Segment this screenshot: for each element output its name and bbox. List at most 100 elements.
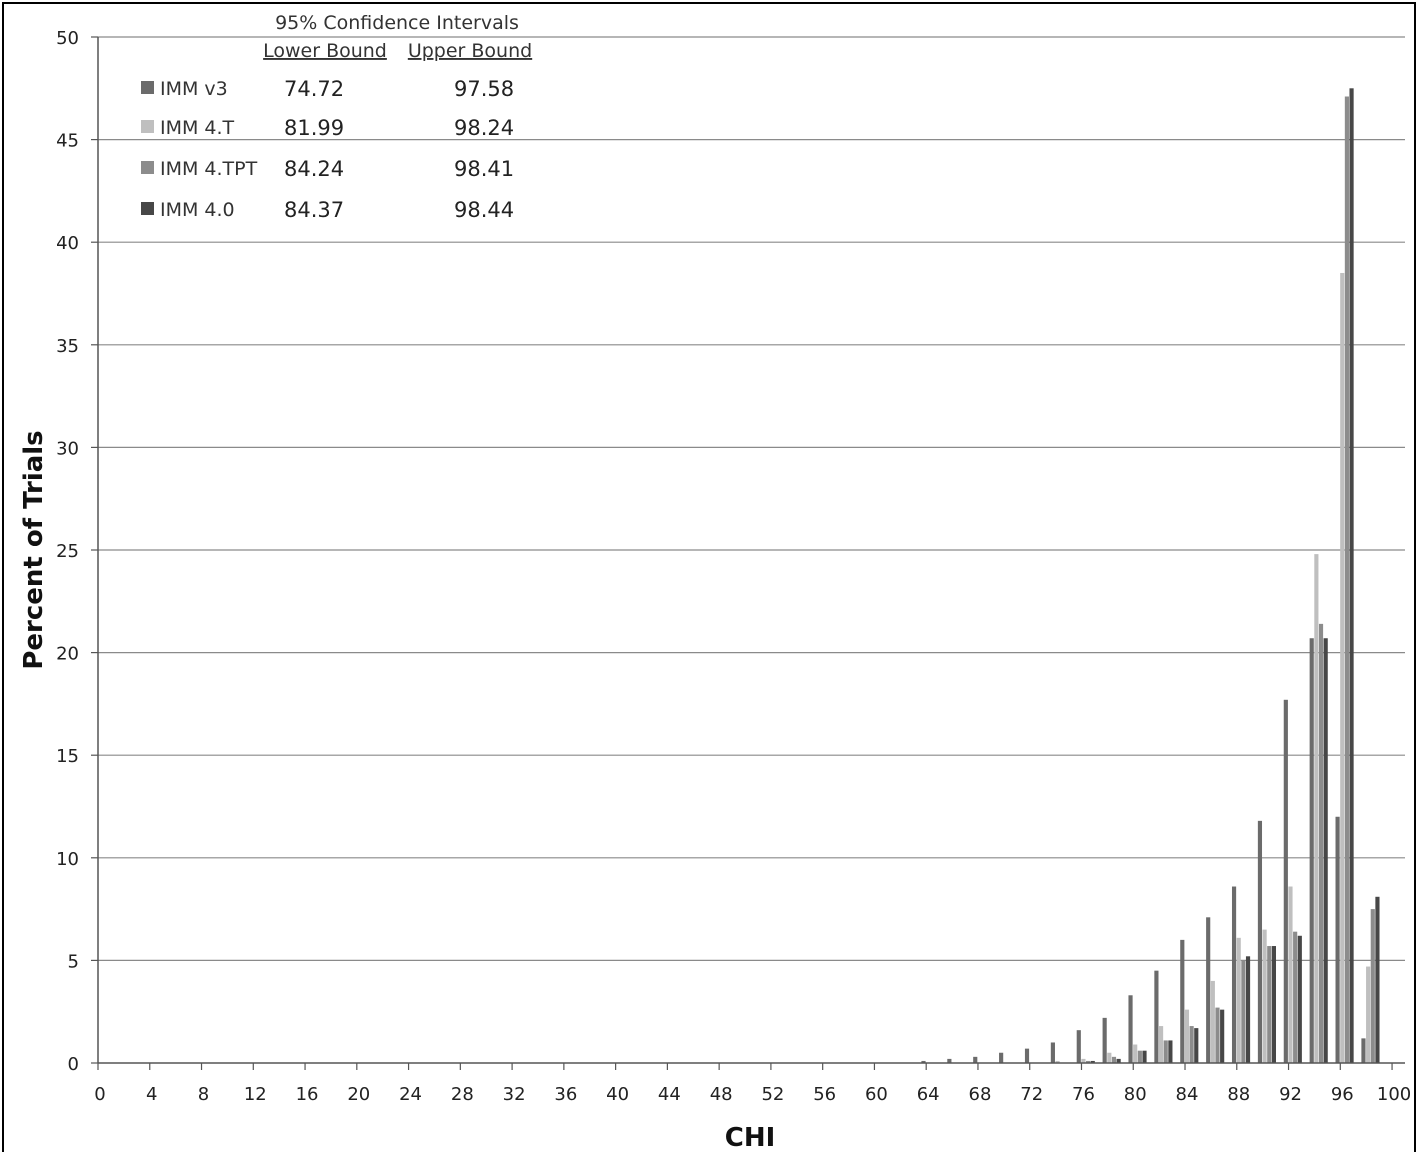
y-tick-label-50: 50 — [56, 28, 79, 49]
y-tick-label-25: 25 — [56, 541, 79, 562]
x-tick-label-72: 72 — [1020, 1084, 1043, 1105]
bar-imm-v3-chi-68 — [973, 1056, 978, 1063]
ci-lower-imm-4-0: 84.37 — [284, 198, 344, 222]
ci-upper-imm-4-tpt: 98.41 — [454, 157, 514, 181]
legend-label-imm-4-tpt: IMM 4.TPT — [160, 158, 258, 180]
x-tick-label-56: 56 — [813, 1084, 836, 1105]
y-tick-label-0: 0 — [68, 1054, 79, 1075]
y-axis-title: Percent of Trials — [19, 430, 49, 669]
ci-lower-imm-4-t: 81.99 — [284, 116, 344, 140]
bar-imm-4-tpt-chi-94 — [1318, 623, 1324, 1063]
x-tick-label-100: 100 — [1377, 1084, 1411, 1105]
bar-imm-4-t-chi-78 — [1107, 1052, 1112, 1063]
x-tick-label-4: 4 — [146, 1084, 157, 1105]
bar-imm-4-tpt-chi-84 — [1189, 1026, 1194, 1063]
bar-imm-4-0-chi-88 — [1245, 956, 1251, 1063]
legend-label-imm-v3: IMM v3 — [160, 78, 228, 100]
bar-imm-4-tpt-chi-90 — [1267, 946, 1272, 1063]
x-tick-label-48: 48 — [710, 1084, 733, 1105]
bar-imm-4-tpt-chi-86 — [1215, 1007, 1220, 1063]
y-tick-label-45: 45 — [56, 131, 79, 152]
x-tick-label-68: 68 — [969, 1084, 992, 1105]
x-tick-label-60: 60 — [865, 1084, 888, 1105]
ci-lower-imm-4-tpt: 84.24 — [284, 157, 344, 181]
bar-imm-v3-chi-90 — [1257, 820, 1263, 1063]
x-tick-label-16: 16 — [296, 1084, 319, 1105]
bar-imm-v3-chi-70 — [999, 1052, 1004, 1063]
legend-swatch-imm-v3 — [141, 81, 154, 94]
bar-imm-4-t-chi-88 — [1236, 937, 1241, 1063]
grid-lines — [91, 36, 1405, 1070]
x-tick-label-84: 84 — [1176, 1084, 1199, 1105]
bar-imm-4-0-chi-84 — [1194, 1028, 1199, 1063]
bar-imm-v3-chi-82 — [1154, 970, 1159, 1063]
ci-upper-header: Upper Bound — [408, 40, 532, 62]
ci-upper-imm-v3: 97.58 — [454, 77, 514, 101]
bar-imm-4-t-chi-96 — [1340, 272, 1345, 1064]
ci-lower-imm-v3: 74.72 — [284, 77, 344, 101]
bar-imm-4-t-chi-80 — [1133, 1044, 1138, 1063]
legend-swatch-imm-4-0 — [141, 202, 154, 215]
bar-imm-v3-chi-92 — [1283, 699, 1288, 1063]
x-tick-label-96: 96 — [1331, 1084, 1354, 1105]
bar-imm-4-t-chi-94 — [1314, 554, 1319, 1063]
y-tick-label-35: 35 — [56, 336, 79, 357]
x-tick-label-44: 44 — [658, 1084, 681, 1105]
x-tick-label-12: 12 — [244, 1084, 267, 1105]
x-tick-label-52: 52 — [761, 1084, 784, 1105]
y-tick-label-10: 10 — [56, 849, 79, 870]
bar-imm-4-t-chi-82 — [1158, 1026, 1164, 1063]
x-tick-label-40: 40 — [606, 1084, 629, 1105]
bar-imm-4-0-chi-92 — [1297, 935, 1302, 1063]
x-tick-label-24: 24 — [399, 1084, 422, 1105]
legend-swatch-imm-4-tpt — [141, 161, 154, 174]
bar-imm-v3-chi-66 — [947, 1058, 952, 1063]
bar-imm-4-tpt-chi-76 — [1086, 1060, 1091, 1063]
bar-imm-4-tpt-chi-82 — [1163, 1040, 1168, 1063]
bar-imm-4-0-chi-98 — [1375, 896, 1380, 1063]
bar-imm-v3-chi-78 — [1102, 1017, 1107, 1063]
bars — [921, 88, 1380, 1064]
bar-imm-v3-chi-64 — [921, 1060, 926, 1063]
bar-imm-4-0-chi-94 — [1323, 638, 1328, 1063]
bar-imm-4-t-chi-86 — [1210, 980, 1215, 1063]
x-tick-label-36: 36 — [554, 1084, 577, 1105]
bar-imm-4-0-chi-90 — [1271, 946, 1276, 1063]
ci-upper-imm-4-t: 98.24 — [454, 116, 514, 140]
ci-upper-imm-4-0: 98.44 — [454, 198, 514, 222]
y-tick-label-30: 30 — [56, 438, 79, 459]
legend: 95% Confidence Intervals Lower Bound Upp… — [141, 12, 532, 222]
bar-imm-v3-chi-74 — [1050, 1042, 1055, 1063]
bar-imm-4-tpt-chi-92 — [1293, 931, 1298, 1063]
bar-imm-v3-chi-98 — [1361, 1038, 1366, 1063]
bar-imm-4-tpt-chi-88 — [1241, 960, 1246, 1063]
ci-lower-header: Lower Bound — [263, 40, 387, 62]
x-tick-label-0: 0 — [94, 1084, 105, 1105]
y-tick-label-15: 15 — [56, 746, 79, 767]
bar-imm-4-t-chi-98 — [1366, 966, 1371, 1063]
bar-imm-4-0-chi-82 — [1168, 1040, 1173, 1063]
x-tick-label-88: 88 — [1227, 1084, 1250, 1105]
x-tick-label-32: 32 — [503, 1084, 526, 1105]
legend-rows: IMM v3 74.72 97.58 IMM 4.T 81.99 98.24 IMM 4.T… — [141, 77, 514, 222]
bar-imm-v3-chi-76 — [1076, 1030, 1081, 1063]
bar-imm-v3-chi-88 — [1231, 886, 1237, 1063]
x-tick-label-8: 8 — [198, 1084, 209, 1105]
bar-imm-4-tpt-chi-98 — [1370, 909, 1375, 1063]
y-tick-label-40: 40 — [56, 233, 79, 254]
x-tick-label-80: 80 — [1124, 1084, 1147, 1105]
bar-imm-v3-chi-72 — [1024, 1048, 1030, 1063]
bar-imm-4-tpt-chi-78 — [1111, 1056, 1117, 1063]
bar-imm-4-tpt-chi-80 — [1137, 1050, 1142, 1063]
bar-imm-4-t-chi-90 — [1262, 929, 1267, 1063]
bar-imm-v3-chi-96 — [1335, 816, 1340, 1063]
bar-imm-4-0-chi-86 — [1220, 1009, 1225, 1063]
y-tick-labels: 0 5 10 15 20 25 30 35 40 45 50 — [56, 28, 79, 1075]
bar-imm-4-0-chi-96 — [1349, 88, 1354, 1064]
x-tick-labels: 0 4 8 12 16 20 24 28 32 36 40 44 48 52 56 60 64 68 72 76 80 8… — [94, 1084, 1411, 1105]
bar-imm-v3-chi-84 — [1180, 939, 1185, 1063]
x-tick-label-92: 92 — [1279, 1084, 1302, 1105]
bar-imm-4-t-chi-92 — [1288, 886, 1293, 1063]
x-tick-label-64: 64 — [917, 1084, 940, 1105]
